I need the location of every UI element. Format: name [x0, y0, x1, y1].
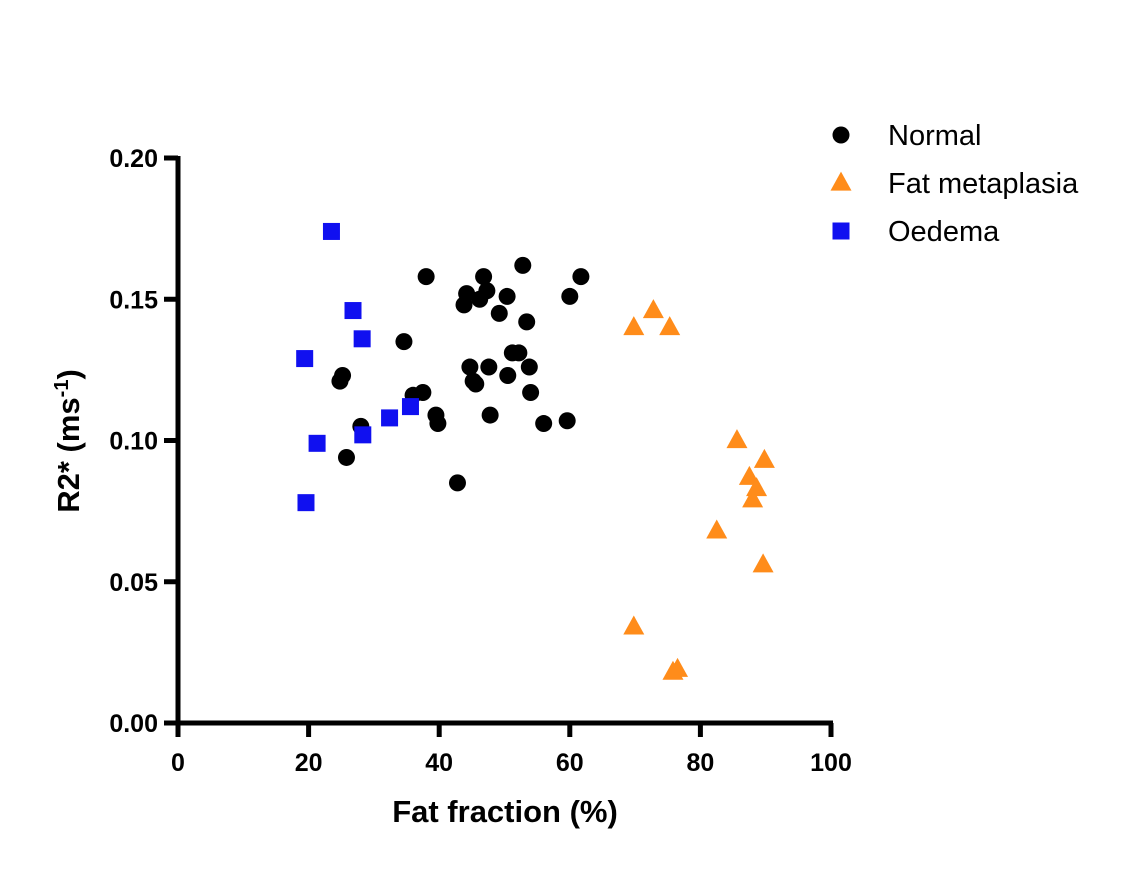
- oedema-point: [322, 222, 340, 240]
- x-tick-label: 80: [686, 749, 714, 777]
- legend-marker-normal: [832, 126, 850, 144]
- normal-point: [448, 474, 466, 492]
- legend: Normal Fat metaplasia Oedema: [830, 120, 1079, 248]
- oedema-point: [344, 302, 362, 320]
- axes: 0 20 40 60 80 100 0.00 0.05 0.10 0.15 0.20: [109, 145, 852, 777]
- y-tick-label: 0.10: [109, 428, 158, 456]
- x-tick-label: 40: [425, 749, 453, 777]
- legend-label-normal: Normal: [888, 120, 981, 152]
- legend-label-fat-metaplasia: Fat metaplasia: [888, 168, 1079, 200]
- series-fat-metaplasia: [623, 299, 775, 680]
- normal-point: [475, 268, 493, 286]
- oedema-point: [354, 426, 372, 444]
- normal-point: [467, 375, 485, 393]
- normal-point: [561, 287, 579, 305]
- fat-metaplasia-point: [753, 448, 775, 468]
- fat-metaplasia-point: [623, 316, 645, 336]
- fat-metaplasia-point: [746, 477, 768, 497]
- fat-metaplasia-point: [738, 465, 760, 485]
- legend-marker-oedema: [832, 222, 850, 240]
- normal-point: [458, 285, 476, 303]
- normal-point: [417, 268, 435, 286]
- y-tick-label: 0.15: [109, 286, 158, 314]
- normal-point: [337, 448, 355, 466]
- y-tick-label: 0.00: [109, 710, 158, 738]
- x-tick-label: 60: [556, 749, 584, 777]
- normal-point: [520, 358, 538, 376]
- fat-metaplasia-point: [742, 488, 764, 508]
- normal-point: [490, 304, 508, 322]
- normal-point: [514, 256, 532, 274]
- normal-point: [522, 383, 540, 401]
- series-oedema: [296, 222, 419, 512]
- x-axis-title: Fat fraction (%): [392, 794, 618, 829]
- normal-point: [429, 415, 447, 433]
- normal-point: [395, 333, 413, 351]
- normal-point: [535, 415, 553, 433]
- fat-metaplasia-point: [667, 657, 689, 677]
- fat-metaplasia-point: [752, 553, 774, 573]
- fat-metaplasia-point: [642, 299, 664, 319]
- normal-point: [334, 367, 352, 385]
- series-normal: [331, 256, 590, 492]
- x-tick-label: 0: [171, 749, 185, 777]
- normal-point: [481, 406, 499, 424]
- normal-point: [558, 412, 576, 430]
- oedema-point: [296, 350, 314, 368]
- normal-point: [480, 358, 498, 376]
- y-axis-title-base: R2* (ms: [51, 397, 86, 512]
- y-tick-label: 0.20: [109, 145, 158, 173]
- normal-point: [499, 367, 517, 385]
- oedema-point: [401, 398, 419, 416]
- y-ticks: 0.00 0.05 0.10 0.15 0.20: [109, 145, 178, 738]
- legend-item-oedema: Oedema: [832, 216, 1000, 248]
- y-tick-label: 0.05: [109, 569, 158, 597]
- y-axis-title-suffix: ): [51, 369, 86, 379]
- normal-point: [498, 287, 516, 305]
- legend-item-normal: Normal: [832, 120, 981, 152]
- x-tick-label: 100: [810, 749, 852, 777]
- normal-point: [572, 268, 590, 286]
- fat-metaplasia-point: [706, 519, 728, 539]
- y-axis-title-superscript: -1: [51, 380, 73, 398]
- normal-point: [478, 282, 496, 300]
- legend-item-fat-metaplasia: Fat metaplasia: [830, 168, 1079, 200]
- legend-label-oedema: Oedema: [888, 216, 1000, 248]
- fat-metaplasia-point: [659, 316, 681, 336]
- normal-point: [510, 344, 528, 362]
- normal-point: [518, 313, 536, 331]
- data-points: [296, 222, 775, 680]
- oedema-point: [353, 330, 371, 348]
- fat-metaplasia-point: [726, 429, 748, 449]
- x-ticks: 0 20 40 60 80 100: [171, 723, 852, 777]
- oedema-point: [381, 409, 399, 427]
- oedema-point: [297, 494, 315, 512]
- legend-marker-fat-metaplasia: [830, 171, 852, 191]
- normal-point: [414, 383, 432, 401]
- fat-metaplasia-point: [623, 615, 645, 635]
- y-axis-title: R2* (ms-1): [51, 369, 86, 513]
- oedema-point: [308, 434, 326, 452]
- x-tick-label: 20: [295, 749, 323, 777]
- normal-point: [461, 358, 479, 376]
